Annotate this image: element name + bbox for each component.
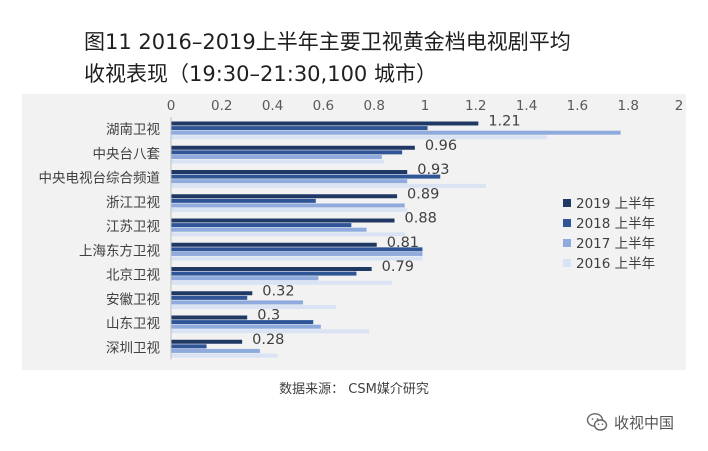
legend-label: 2017 上半年 <box>576 236 655 252</box>
legend-swatch <box>563 219 571 227</box>
bar <box>171 295 248 300</box>
category-label: 安徽卫视 <box>106 292 160 308</box>
x-tick-label: 0.2 <box>211 98 232 114</box>
bar <box>171 183 486 188</box>
data-label: 0.28 <box>252 332 284 348</box>
data-label: 0.3 <box>257 308 280 324</box>
x-tick-label: 0.8 <box>363 98 384 114</box>
data-label: 0.32 <box>262 283 294 299</box>
category-label: 上海东方卫视 <box>79 243 160 259</box>
bar <box>171 135 547 140</box>
category-label: 北京卫视 <box>106 268 160 284</box>
watermark: 收视中国 <box>586 410 674 434</box>
chart-title-line2: 收视表现（19:30–21:30,100 城市） <box>84 62 437 86</box>
bar <box>171 271 357 276</box>
data-label: 0.81 <box>387 235 419 251</box>
category-label: 中央台八套 <box>93 146 161 162</box>
x-tick-label: 0.6 <box>313 98 334 114</box>
legend-label: 2018 上半年 <box>576 216 655 232</box>
bar <box>171 315 248 320</box>
data-label: 0.89 <box>407 186 439 202</box>
category-label: 湖南卫视 <box>106 122 160 138</box>
bar <box>171 267 372 271</box>
bar <box>171 174 441 179</box>
bar <box>171 194 398 199</box>
bar <box>171 329 370 334</box>
x-tick-label: 1.2 <box>465 98 486 114</box>
bar <box>171 320 314 325</box>
bar <box>171 339 243 344</box>
source-note: 数据来源： CSM媒介研究 <box>279 382 429 397</box>
bar <box>171 218 395 223</box>
chart-title: 图11 2016–2019上半年主要卫视黄金档电视剧平均 收视表现（19:30–… <box>84 26 571 90</box>
bar <box>171 179 408 184</box>
category-label: 中央电视台综合频道 <box>39 171 161 187</box>
x-tick-label: 1.8 <box>617 98 638 114</box>
bar <box>171 247 423 252</box>
legend-swatch <box>563 239 571 247</box>
data-label: 0.96 <box>425 138 457 154</box>
bar <box>171 208 408 213</box>
bar <box>171 291 253 296</box>
category-label: 山东卫视 <box>106 316 160 332</box>
bar <box>171 251 423 256</box>
bar <box>171 121 479 126</box>
bar <box>171 170 408 174</box>
bar <box>171 126 428 131</box>
bar <box>171 305 337 310</box>
legend-label: 2019 上半年 <box>576 196 655 212</box>
bar <box>171 223 352 228</box>
bar <box>171 280 392 285</box>
watermark-text: 收视中国 <box>614 413 675 432</box>
bar <box>171 344 207 349</box>
category-label: 深圳卫视 <box>106 340 160 356</box>
bar <box>171 159 385 164</box>
bar <box>171 154 382 159</box>
x-tick-label: 1.4 <box>516 98 537 114</box>
x-tick-label: 1 <box>421 98 430 114</box>
data-label: 0.93 <box>417 162 449 178</box>
legend-swatch <box>563 199 571 207</box>
bar <box>171 150 403 155</box>
data-label: 1.21 <box>488 114 520 130</box>
bar <box>171 256 423 261</box>
legend-label: 2016 上半年 <box>576 256 655 272</box>
x-tick-label: 1.6 <box>567 98 588 114</box>
bar <box>171 348 260 353</box>
data-label: 0.88 <box>405 211 437 227</box>
bar <box>171 232 405 237</box>
data-label: 0.79 <box>382 259 414 275</box>
bar <box>171 353 278 358</box>
category-label: 江苏卫视 <box>106 219 160 235</box>
x-tick-label: 0 <box>167 98 176 114</box>
bar <box>171 276 319 281</box>
bar <box>171 242 377 247</box>
x-tick-label: 0.4 <box>262 98 283 114</box>
chart-title-line1: 图11 2016–2019上半年主要卫视黄金档电视剧平均 <box>84 30 571 54</box>
legend-swatch <box>563 259 571 267</box>
bar <box>171 300 304 305</box>
bar <box>171 203 405 208</box>
wechat-logo-icon <box>586 413 608 431</box>
bar <box>171 324 321 329</box>
bar <box>171 227 367 232</box>
bar <box>171 130 621 135</box>
bar <box>171 198 316 203</box>
chart-panel: 0 0.2 0.4 0.6 0.8 1 1.2 1.4 1.6 1.8 2 湖南卫视 1.21 中央台八套… <box>22 94 686 370</box>
category-label: 浙江卫视 <box>106 195 160 211</box>
bar-chart: 0 0.2 0.4 0.6 0.8 1 1.2 1.4 1.6 1.8 2湖南卫视1.21中央台八套… <box>39 98 684 360</box>
x-tick-label: 2 <box>675 98 684 114</box>
bar <box>171 145 415 150</box>
